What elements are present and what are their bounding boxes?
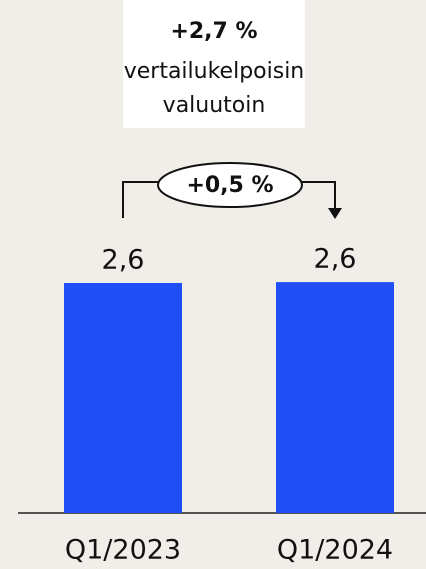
bracket — [300, 181, 336, 212]
change-ellipse — [157, 162, 303, 208]
annotation-box — [123, 0, 305, 128]
x-tick-label: Q1/2024 — [277, 535, 393, 566]
value-label: 2,6 — [102, 245, 145, 276]
arrowhead — [328, 208, 342, 219]
annotation: +2,7 % — [170, 19, 257, 44]
bar — [276, 282, 394, 513]
x-tick-label: Q1/2023 — [65, 535, 181, 566]
annotation: vertailukelpoisin — [124, 59, 305, 84]
annotation: +0,5 % — [186, 173, 273, 198]
bar — [64, 283, 182, 513]
annotation: valuutoin — [163, 93, 266, 118]
value-label: 2,6 — [314, 244, 357, 275]
bracket — [122, 181, 160, 218]
